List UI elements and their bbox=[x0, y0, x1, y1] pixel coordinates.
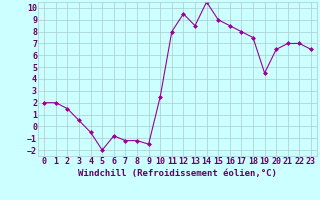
X-axis label: Windchill (Refroidissement éolien,°C): Windchill (Refroidissement éolien,°C) bbox=[78, 169, 277, 178]
